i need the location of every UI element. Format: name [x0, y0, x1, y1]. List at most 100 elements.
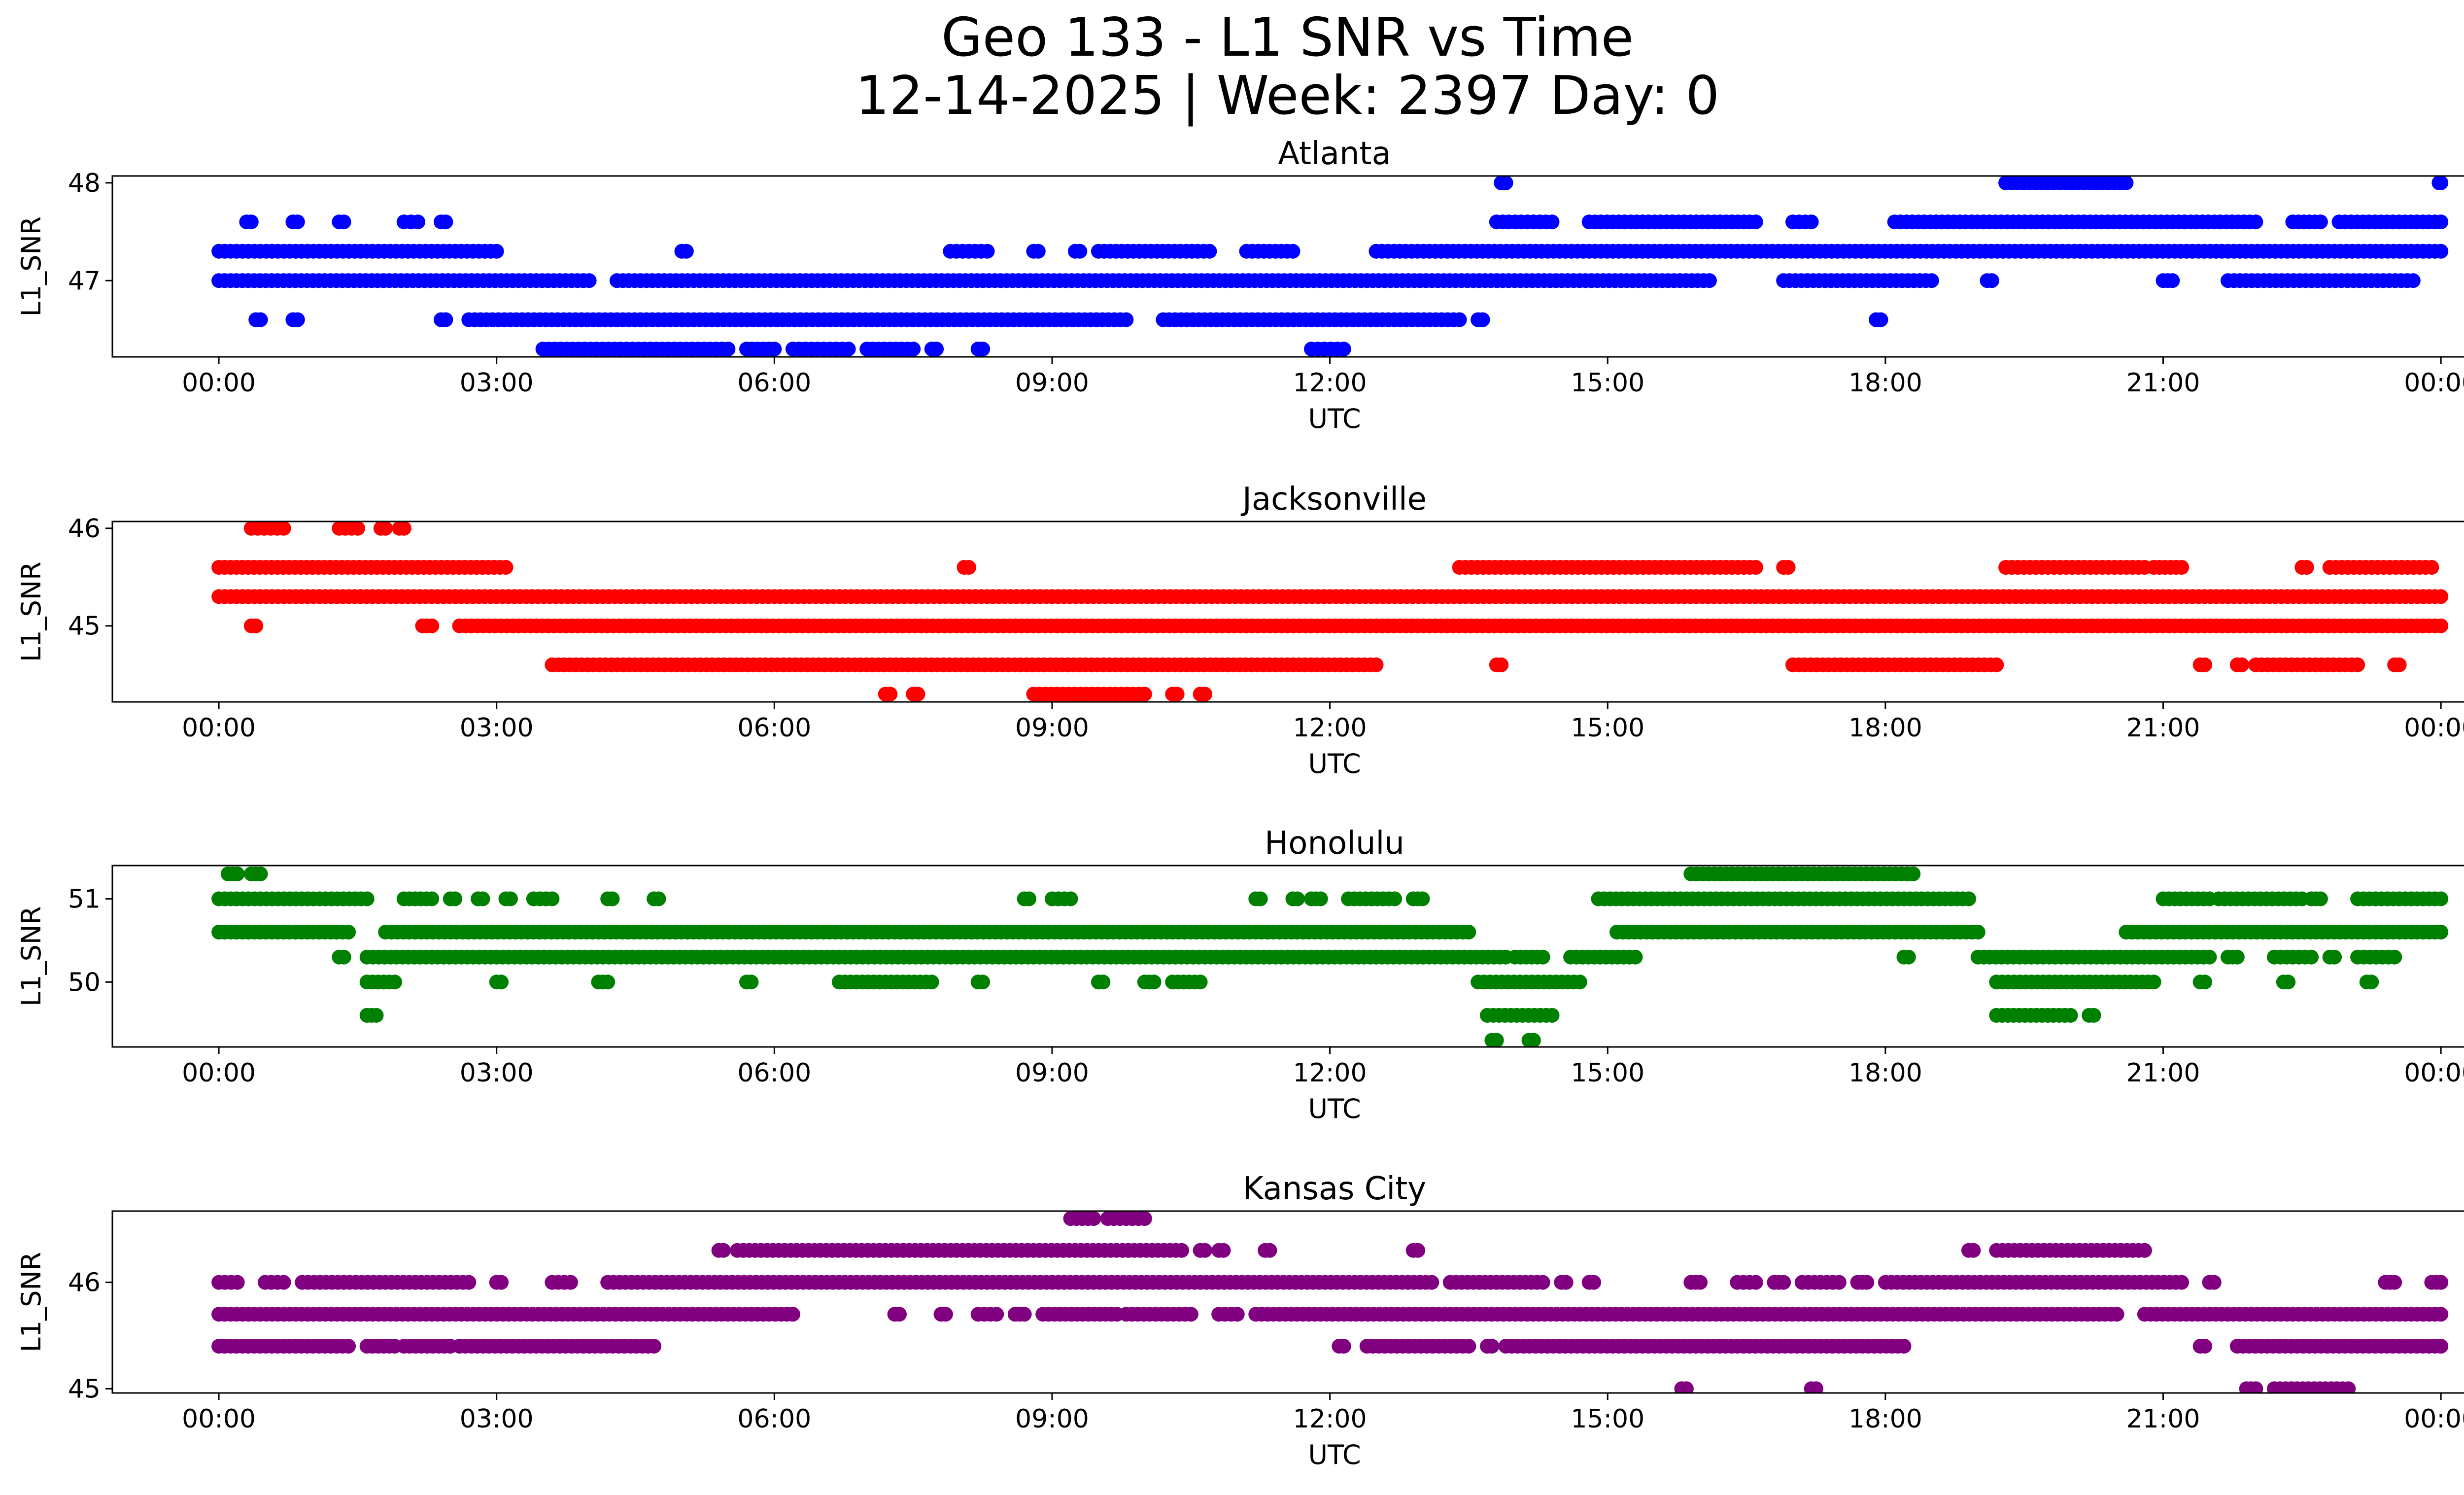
atlanta-data-point: [1984, 273, 1999, 288]
honolulu-data-point: [2313, 891, 2328, 906]
kansas-city-data-point: [563, 1275, 578, 1290]
jacksonville-x-tick-label: 18:00: [1848, 713, 1922, 743]
atlanta-data-point: [1873, 312, 1888, 327]
atlanta-data-point: [253, 312, 268, 327]
honolulu-data-point: [1489, 1033, 1504, 1047]
atlanta-data-point: [489, 243, 504, 259]
jacksonville-data-point: [883, 687, 898, 702]
kansas-city-y-tick-label: 45: [68, 1374, 101, 1404]
honolulu-data-point: [1461, 925, 1476, 939]
honolulu-data-point: [2197, 974, 2213, 990]
honolulu-data-point: [359, 891, 375, 906]
atlanta-x-tick-label: 21:00: [2126, 368, 2200, 398]
honolulu-data-point: [975, 974, 991, 990]
kansas-city-data-point: [1896, 1339, 1912, 1354]
honolulu-data-point: [545, 891, 560, 906]
kansas-city-data-point: [2433, 1275, 2449, 1290]
honolulu-data-point: [1095, 974, 1111, 990]
kansas-city-data-point: [1183, 1307, 1198, 1322]
jacksonville-data-point: [2174, 560, 2190, 575]
atlanta-title: Atlanta: [1278, 136, 1391, 172]
jacksonville-points: [211, 522, 2449, 702]
jacksonville-data-point: [2197, 657, 2213, 672]
honolulu-data-point: [1535, 949, 1550, 965]
kansas-city-data-point: [1693, 1275, 1708, 1290]
jacksonville-y-tick-label: 45: [68, 612, 101, 641]
kansas-city-data-point: [1424, 1275, 1439, 1290]
honolulu-data-point: [2433, 925, 2449, 939]
honolulu-data-point: [2364, 974, 2379, 990]
honolulu-data-point: [1022, 891, 1036, 906]
kansas-city-data-point: [2109, 1307, 2124, 1322]
figure-title: Geo 133 - L1 SNR vs Time 12-14-2025 | We…: [0, 9, 2464, 125]
kansas-city-data-point: [1086, 1211, 1101, 1226]
atlanta-data-point: [2248, 214, 2263, 230]
jacksonville-x-tick-label: 09:00: [1015, 713, 1089, 743]
atlanta-axes-frame: [111, 175, 2464, 358]
atlanta-data-point: [290, 214, 305, 230]
atlanta-data-point: [438, 214, 453, 230]
kansas-city-data-point: [276, 1275, 291, 1290]
atlanta-data-point: [336, 214, 351, 230]
jacksonville-x-tick-label: 03:00: [460, 713, 534, 743]
jacksonville-data-point: [2234, 657, 2250, 672]
kansas-city-data-point: [1748, 1275, 1763, 1290]
jacksonville-data-point: [2424, 560, 2439, 575]
kansas-city-data-point: [716, 1243, 731, 1258]
kansas-city-data-point: [1776, 1275, 1791, 1290]
honolulu-x-tick-label: 18:00: [1848, 1058, 1922, 1088]
atlanta-data-point: [243, 214, 259, 230]
kansas-city-data-point: [1410, 1243, 1426, 1258]
kansas-city-data-point: [785, 1307, 800, 1322]
atlanta-y-tick-label: 48: [68, 169, 101, 198]
honolulu-axes-frame: [111, 865, 2464, 1048]
kansas-city-x-tick-label: 21:00: [2126, 1404, 2200, 1434]
honolulu-data-point: [494, 974, 509, 990]
kansas-city-data-point: [1216, 1243, 1231, 1258]
honolulu-data-point: [503, 891, 518, 906]
kansas-city-data-point: [2248, 1381, 2263, 1393]
honolulu-data-point: [1906, 866, 1921, 881]
honolulu-data-point: [2433, 891, 2449, 906]
jacksonville-x-tick-label: 00:00: [2404, 713, 2464, 743]
kansas-city-data-point: [2341, 1381, 2356, 1393]
kansas-city-data-point: [1262, 1243, 1277, 1258]
honolulu-data-point: [447, 891, 463, 906]
jacksonville-data-point: [396, 522, 411, 536]
kansas-city-data-point: [2387, 1275, 2402, 1290]
honolulu-y-tick-label: 50: [68, 968, 101, 997]
honolulu-data-point: [1572, 974, 1587, 990]
atlanta-x-tick-label: 15:00: [1571, 368, 1644, 398]
honolulu-data-point: [2327, 949, 2342, 965]
jacksonville-title: Jacksonville: [1240, 481, 1427, 518]
kansas-city-title: Kansas City: [1243, 1171, 1426, 1207]
kansas-city-data-point: [1336, 1339, 1351, 1354]
kansas-city-data-point: [647, 1339, 662, 1354]
kansas-city-x-tick-label: 00:00: [2404, 1404, 2464, 1434]
atlanta-data-point: [1475, 312, 1490, 327]
kansas-city-data-point: [2433, 1307, 2449, 1322]
atlanta-data-point: [841, 342, 856, 357]
jacksonville-data-point: [1198, 687, 1212, 702]
kansas-city-data-point: [1137, 1211, 1152, 1226]
jacksonville-data-point: [2299, 560, 2314, 575]
honolulu-data-point: [600, 974, 616, 990]
honolulu-x-axis-label: UTC: [1308, 1093, 1361, 1124]
honolulu-data-point: [2304, 949, 2319, 965]
atlanta-points: [211, 176, 2449, 357]
jacksonville-data-point: [378, 522, 393, 536]
kansas-city-data-point: [461, 1275, 477, 1290]
atlanta-data-point: [1544, 214, 1560, 230]
honolulu-data-point: [424, 891, 440, 906]
atlanta-data-point: [1702, 273, 1717, 288]
kansas-city-data-point: [1809, 1381, 1823, 1393]
honolulu-x-tick-label: 12:00: [1293, 1058, 1367, 1088]
kansas-city-data-point: [1230, 1307, 1245, 1322]
kansas-city-data-point: [494, 1275, 509, 1290]
jacksonville-data-point: [498, 560, 513, 575]
jacksonville-data-point: [1169, 687, 1185, 702]
honolulu-x-tick-label: 03:00: [460, 1058, 534, 1088]
honolulu-x-tick-label: 06:00: [737, 1058, 811, 1088]
honolulu-data-point: [651, 891, 666, 906]
